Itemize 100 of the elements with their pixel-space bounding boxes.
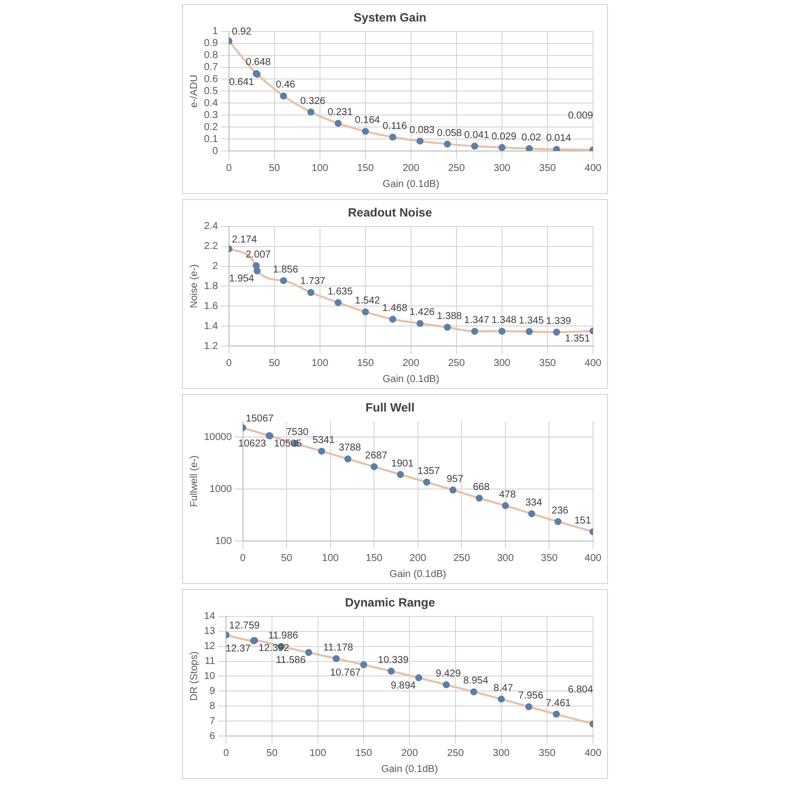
point — [444, 324, 451, 331]
x-tick-label: 300 — [492, 748, 510, 759]
point — [362, 128, 369, 135]
data-label: 151 — [574, 515, 592, 526]
data-label: 10.767 — [330, 667, 362, 678]
data-label: 0.029 — [491, 131, 517, 142]
point — [470, 688, 478, 696]
x-tick-label: 400 — [584, 162, 602, 174]
x-tick-label: 200 — [401, 748, 418, 759]
data-label: 1.426 — [410, 307, 436, 318]
data-label: 1357 — [418, 466, 440, 477]
x-tick-label: 200 — [410, 552, 427, 564]
x-tick-label: 50 — [281, 552, 293, 564]
data-label: 1.388 — [436, 311, 462, 322]
y-axis-title: DR (Stops) — [188, 651, 200, 701]
point — [526, 328, 533, 336]
data-label: 0.326 — [300, 96, 326, 107]
data-label: 0.009 — [568, 110, 594, 122]
data-label: 957 — [446, 474, 464, 485]
data-label: 0.02 — [522, 132, 542, 144]
y-tick-label: 2.4 — [204, 221, 218, 232]
y-tick-label: 1.4 — [204, 320, 218, 332]
point — [471, 142, 478, 150]
data-label: 334 — [525, 498, 542, 509]
chart-title: Full Well — [365, 400, 415, 415]
point — [305, 648, 312, 656]
data-label: 0.641 — [229, 77, 255, 88]
point — [476, 494, 483, 502]
x-tick-label: 100 — [310, 748, 327, 759]
y-tick-label: 0.7 — [204, 62, 218, 74]
point — [280, 92, 288, 100]
data-label: 1.468 — [382, 303, 408, 314]
x-tick-label: 50 — [268, 162, 280, 174]
x-tick-label: 100 — [322, 552, 340, 564]
point — [254, 267, 261, 274]
data-label: 12.759 — [229, 620, 260, 632]
data-label: 2687 — [365, 450, 388, 462]
point — [554, 518, 562, 526]
x-tick-label: 50 — [266, 748, 278, 759]
x-tick-label: 150 — [366, 552, 383, 564]
data-label: 6.804 — [568, 684, 594, 696]
x-tick-label: 350 — [538, 748, 556, 759]
data-label: 10623 — [238, 438, 267, 450]
point — [360, 661, 368, 668]
y-tick-label: 6 — [210, 730, 216, 742]
y-tick-label: 0.4 — [204, 98, 218, 109]
data-label: 12.392 — [258, 643, 290, 654]
x-axis-title: Gain (0.1dB) — [382, 374, 440, 385]
y-tick-label: 1.6 — [204, 300, 218, 312]
data-label: 5341 — [312, 434, 336, 446]
data-label: 0.46 — [276, 80, 296, 91]
point — [416, 138, 424, 145]
y-tick-label: 0.8 — [204, 50, 218, 62]
point — [449, 486, 456, 494]
point — [444, 140, 451, 148]
data-label: 0.083 — [410, 124, 436, 136]
x-axis-title: Gain (0.1dB) — [382, 178, 440, 190]
point — [423, 478, 430, 486]
point — [334, 299, 342, 306]
y-axis-title: e-/ADU — [188, 74, 200, 108]
y-tick-label: 0 — [212, 146, 218, 157]
point — [498, 328, 506, 335]
y-tick-label: 1.2 — [204, 340, 218, 352]
point — [280, 277, 288, 284]
data-label: 8.954 — [463, 676, 489, 687]
point — [526, 145, 533, 151]
data-label: 668 — [472, 482, 490, 493]
x-tick-label: 250 — [448, 358, 466, 369]
point — [416, 320, 424, 327]
point — [388, 668, 395, 675]
data-label: 1.347 — [464, 315, 490, 326]
data-label: 15067 — [246, 414, 274, 425]
data-label: 1.856 — [273, 264, 298, 276]
y-tick-label: 100 — [215, 536, 232, 547]
y-tick-label: 1.8 — [204, 280, 218, 292]
point — [553, 146, 560, 151]
data-label: 8.47 — [494, 682, 514, 694]
x-tick-label: 50 — [268, 358, 280, 369]
y-tick-label: 0.6 — [204, 74, 218, 85]
x-tick-label: 100 — [312, 358, 329, 369]
point — [396, 471, 404, 478]
x-tick-label: 350 — [539, 358, 556, 369]
y-tick-label: 0.3 — [204, 110, 218, 121]
data-label: 0.92 — [232, 26, 252, 38]
y-tick-label: 1000 — [210, 484, 232, 495]
x-tick-label: 100 — [312, 162, 329, 174]
data-label: 0.231 — [328, 107, 354, 118]
point — [318, 448, 326, 455]
x-tick-label: 150 — [357, 162, 374, 174]
point — [471, 328, 478, 335]
y-tick-label: 0.9 — [204, 38, 218, 50]
data-label: 1.542 — [354, 296, 380, 307]
data-label: 1.348 — [491, 315, 517, 326]
y-tick-label: 9 — [210, 686, 216, 697]
y-tick-label: 7 — [210, 716, 216, 727]
chart-title: Readout Noise — [348, 206, 432, 220]
point — [332, 655, 340, 662]
y-tick-label: 2 — [212, 261, 218, 272]
point — [553, 328, 560, 336]
data-label: 1901 — [391, 458, 414, 470]
